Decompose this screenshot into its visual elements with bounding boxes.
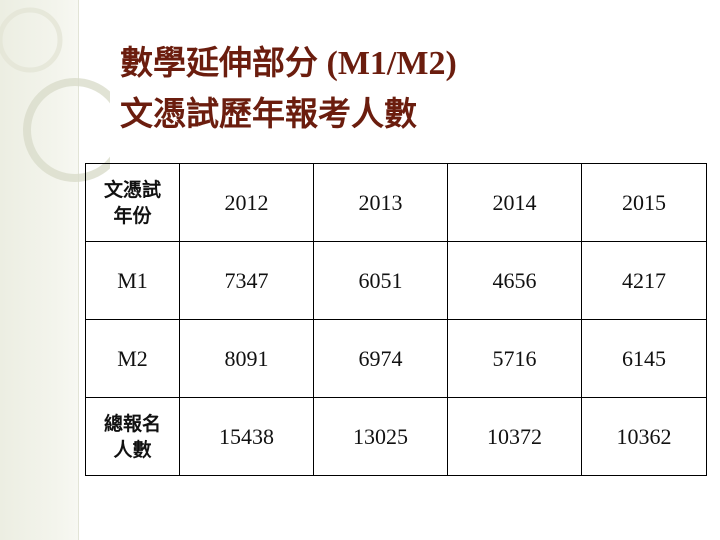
- header-cell: 2014: [447, 163, 582, 242]
- table-cell: 15438: [179, 397, 314, 476]
- row-label-cell: 總報名 人數: [85, 397, 180, 476]
- table-cell: 8091: [179, 319, 314, 398]
- header-cell: 2012: [179, 163, 314, 242]
- table-cell: 4656: [447, 241, 582, 320]
- table-cell: 10362: [581, 397, 707, 476]
- title-line-1: 數學延伸部分 (M1/M2): [120, 38, 700, 89]
- header-cell: 文憑試 年份: [85, 163, 180, 242]
- table-cell: 6051: [313, 241, 448, 320]
- table-row: M2 8091 6974 5716 6145: [85, 319, 707, 398]
- table-cell: 6974: [313, 319, 448, 398]
- table-cell: 7347: [179, 241, 314, 320]
- row-label-cell: M2: [85, 319, 180, 398]
- row-label-cell: M1: [85, 241, 180, 320]
- decorative-ring-icon: [0, 7, 110, 182]
- title-line-1-cjk: 數學延伸部分: [120, 43, 318, 82]
- table-cell: 5716: [447, 319, 582, 398]
- table-row: M1 7347 6051 4656 4217: [85, 241, 707, 320]
- title-line-2: 文憑試歷年報考人數: [120, 94, 417, 133]
- header-cell: 2013: [313, 163, 448, 242]
- table-cell: 13025: [313, 397, 448, 476]
- table-cell: 4217: [581, 241, 707, 320]
- candidates-table: 文憑試 年份 2012 2013 2014 2015 M1 7347 6051 4…: [85, 163, 707, 476]
- table-cell: 6145: [581, 319, 707, 398]
- slide-title: 數學延伸部分 (M1/M2) 文憑試歷年報考人數: [120, 38, 700, 139]
- table-row: 總報名 人數 15438 13025 10372 10362: [85, 397, 707, 476]
- header-cell: 2015: [581, 163, 707, 242]
- table-cell: 10372: [447, 397, 582, 476]
- table-header-row: 文憑試 年份 2012 2013 2014 2015: [85, 163, 707, 242]
- side-decoration-band: [0, 0, 79, 540]
- title-line-1-latin: (M1/M2): [318, 45, 457, 82]
